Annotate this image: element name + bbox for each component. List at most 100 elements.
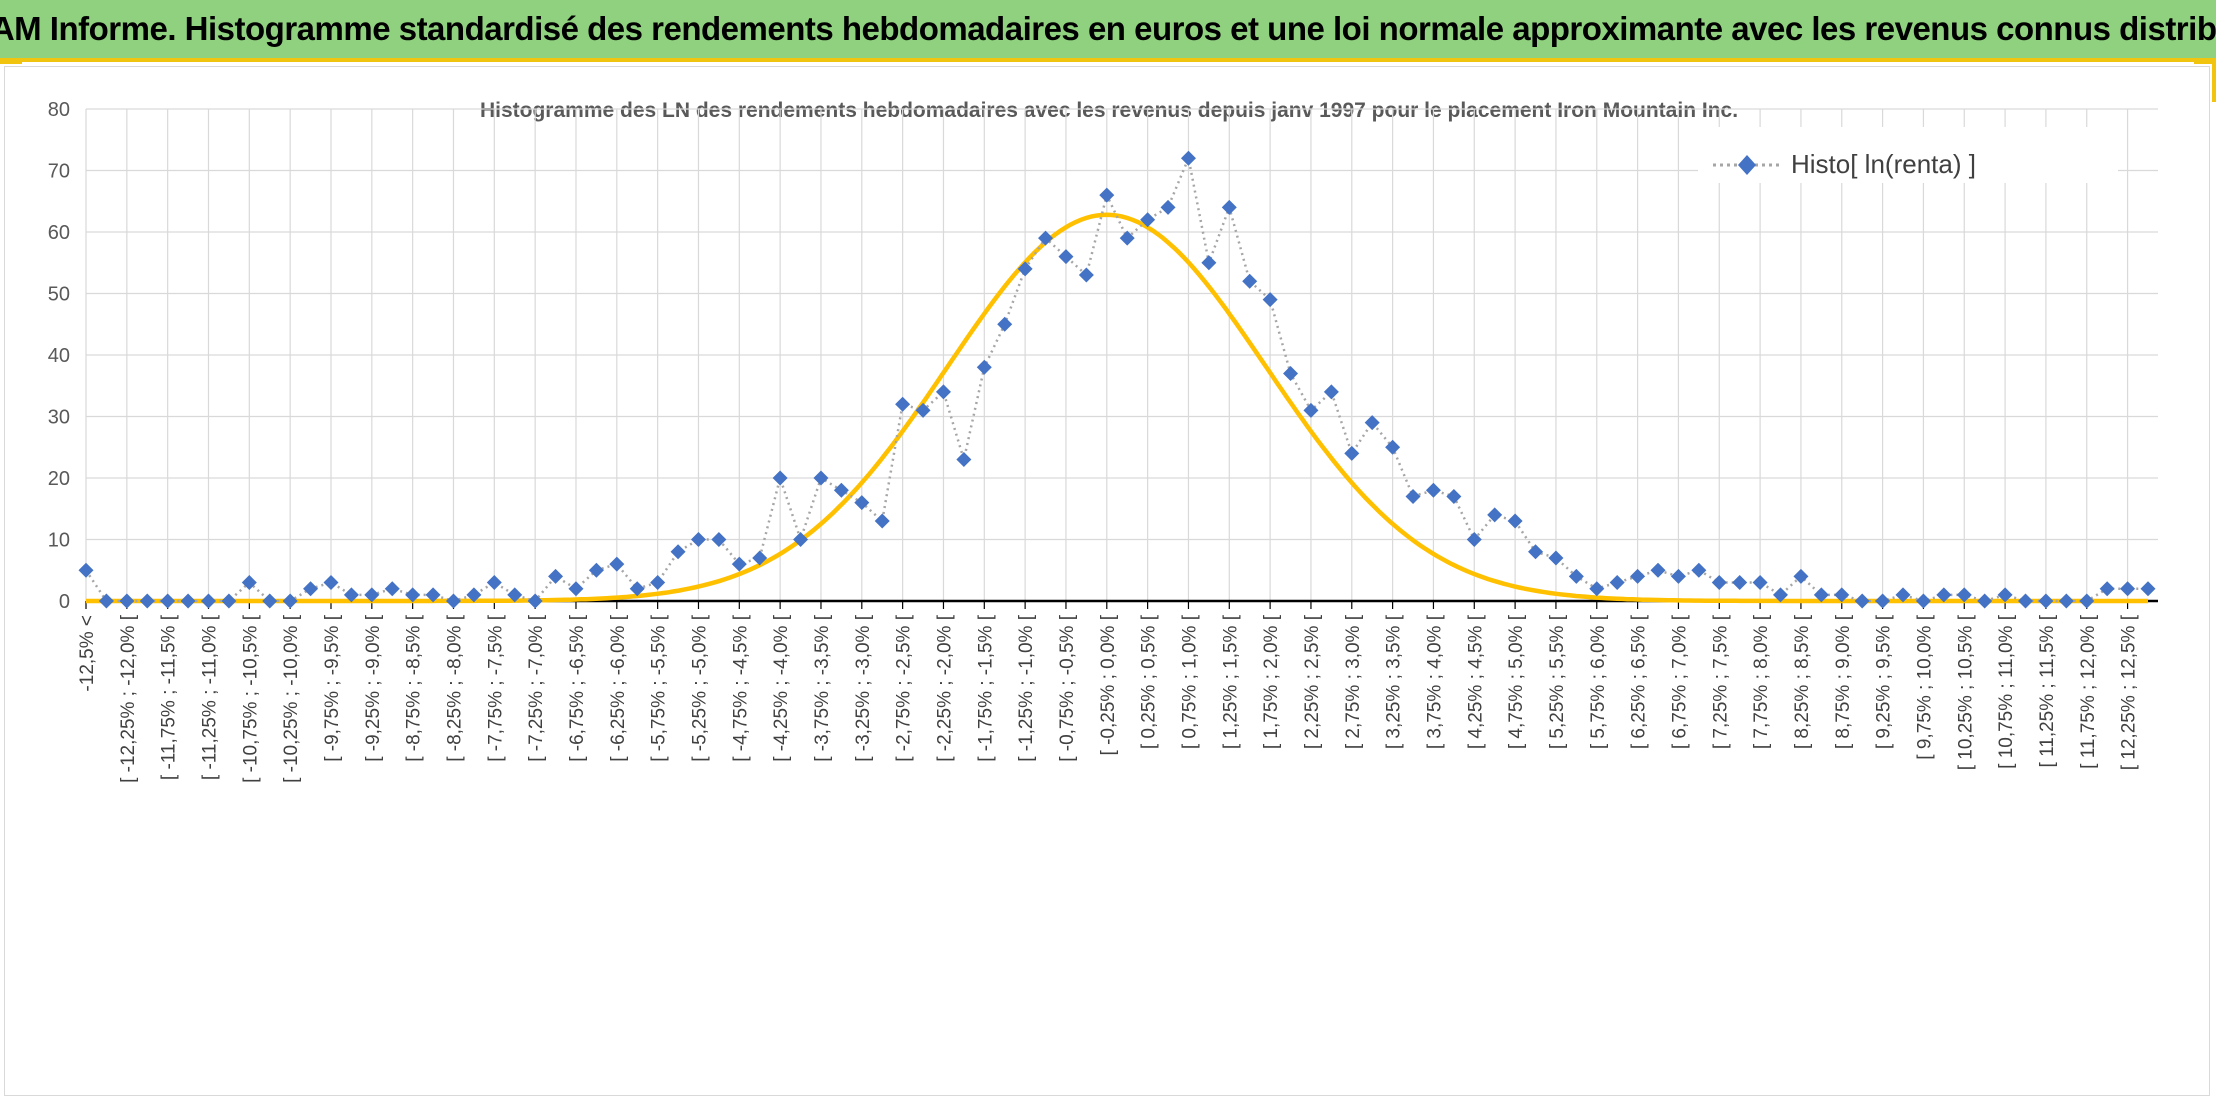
x-tick-label: [ -10,75% ; -10,5% [ [240, 614, 261, 783]
histogram-point [139, 593, 155, 609]
histogram-point [1507, 513, 1523, 529]
x-tick-label: [ -5,75% ; -5,5% [ [649, 614, 670, 762]
histogram-point [1528, 544, 1544, 560]
x-tick-label: [ 4,75% ; 5,0% [ [1506, 614, 1527, 749]
histogram-point [568, 581, 584, 597]
histogram-point [813, 470, 829, 486]
x-tick-label: [ 2,75% ; 3,0% [ [1343, 614, 1364, 749]
x-tick-label: [ -8,25% ; -8,0% [ [444, 614, 465, 762]
histogram-point [1609, 575, 1625, 591]
histogram-point [221, 593, 237, 609]
histogram-point [1180, 150, 1196, 166]
histogram-point [1262, 292, 1278, 308]
histogram-point [650, 575, 666, 591]
x-tick-label: [ -0,25% ; 0,0% [ [1098, 614, 1119, 755]
histogram-point [1793, 568, 1809, 584]
histogram-point [2120, 581, 2136, 597]
x-tick-label: [ 11,25% ; 11,5% [ [2037, 614, 2058, 767]
histogram-point [384, 581, 400, 597]
histogram-point [976, 359, 992, 375]
x-tick-label: [ 2,25% ; 2,5% [ [1302, 614, 1323, 749]
y-tick-label: 20 [48, 468, 70, 490]
histogram-point [1956, 587, 1972, 603]
histogram-point [997, 316, 1013, 332]
histogram-point [1773, 587, 1789, 603]
histogram-point [1875, 593, 1891, 609]
frame-accent-right [2212, 62, 2216, 102]
x-tick-label: [ 6,25% ; 6,5% [ [1629, 614, 1650, 749]
histogram-point [466, 587, 482, 603]
histogram-point [895, 396, 911, 412]
histogram-point [1752, 575, 1768, 591]
report-title: ADAM Informe. Histogramme standardisé de… [0, 10, 2216, 47]
legend-box [1698, 127, 2118, 183]
x-tick-label: [ 1,75% ; 2,0% [ [1261, 614, 1282, 749]
x-tick-label: [ -4,75% ; -4,5% [ [730, 614, 751, 762]
histogram-point [1140, 212, 1156, 228]
x-tick-label: -12,5% < [77, 615, 98, 692]
legend-diamond-marker [1738, 155, 1756, 175]
histogram-point [200, 593, 216, 609]
x-tick-label: [ 10,25% ; 10,5% [ [1955, 614, 1976, 770]
x-tick-label: [ 10,75% ; 11,0% [ [1996, 614, 2017, 769]
histogram-point [1589, 581, 1605, 597]
x-tick-label: [ 11,75% ; 12,0% [ [2078, 614, 2099, 769]
histogram-point [1160, 199, 1176, 215]
histogram-point [1732, 575, 1748, 591]
histogram-point [1487, 507, 1503, 523]
histogram-point [1364, 415, 1380, 431]
normal-curve [86, 212, 2148, 604]
x-axis: -12,5% < [ -12,25% ; -12,0% [[ -11,75% ; … [77, 599, 2158, 783]
histogram-point [1099, 187, 1115, 203]
histogram-point [1630, 568, 1646, 584]
histogram-point [1201, 255, 1217, 271]
x-tick-label: [ 7,75% ; 8,0% [ [1751, 614, 1772, 749]
histogram-point [1303, 402, 1319, 418]
x-tick-label: [ 4,25% ; 4,5% [ [1465, 614, 1486, 749]
histogram-point [1078, 267, 1094, 283]
histogram-point [1425, 482, 1441, 498]
x-tick-label: [ -0,75% ; -0,5% [ [1057, 614, 1078, 762]
histogram-point [1548, 550, 1564, 566]
histogram-point [425, 587, 441, 603]
chart-title: Histogramme des LN des rendements hebdom… [480, 99, 1738, 122]
histogram-point [772, 470, 788, 486]
x-tick-label: [ -4,25% ; -4,0% [ [771, 614, 792, 762]
y-tick-label: 30 [48, 407, 70, 429]
histogram-point [364, 587, 380, 603]
histogram-point [588, 562, 604, 578]
histogram-point [874, 513, 890, 529]
histogram-point [711, 532, 727, 547]
x-tick-label: [ 8,75% ; 9,0% [ [1833, 614, 1854, 749]
x-tick-label: [ -10,25% ; -10,0% [ [281, 614, 302, 783]
histogram-point [548, 568, 564, 584]
x-tick-label: [ -12,25% ; -12,0% [ [118, 614, 139, 783]
histogram-point [1834, 587, 1850, 603]
histogram-point [282, 593, 298, 609]
histogram-point [241, 575, 257, 591]
histogram-point [793, 532, 809, 547]
banner-accent-left [0, 58, 22, 64]
histogram-point [180, 593, 196, 609]
histogram-point [405, 587, 421, 603]
x-tick-label: [ 7,25% ; 7,5% [ [1710, 614, 1731, 749]
histogram-point [507, 587, 523, 603]
x-tick-label: [ -6,75% ; -6,5% [ [567, 614, 588, 762]
x-tick-label: [ 9,25% ; 9,5% [ [1874, 614, 1895, 749]
histogram-point [1936, 587, 1952, 603]
histogram-point [1119, 230, 1135, 246]
y-tick-label: 10 [48, 530, 70, 552]
histogram-point [629, 581, 645, 597]
x-tick-label: [ 9,75% ; 10,0% [ [1914, 614, 1935, 759]
histogram-point [1017, 261, 1033, 277]
x-tick-label: [ -9,75% ; -9,5% [ [322, 614, 343, 762]
histogram-point [1568, 568, 1584, 584]
histogram-point [1221, 199, 1237, 215]
x-tick-label: [ 12,25% ; 12,5% [ [2119, 614, 2140, 770]
x-tick-label: [ -3,25% ; -3,0% [ [853, 614, 874, 762]
histogram-point [486, 575, 502, 591]
histogram-point [160, 593, 176, 609]
x-tick-label: [ -3,75% ; -3,5% [ [812, 614, 833, 762]
histogram-point [1446, 488, 1462, 504]
histogram-point [527, 593, 543, 609]
